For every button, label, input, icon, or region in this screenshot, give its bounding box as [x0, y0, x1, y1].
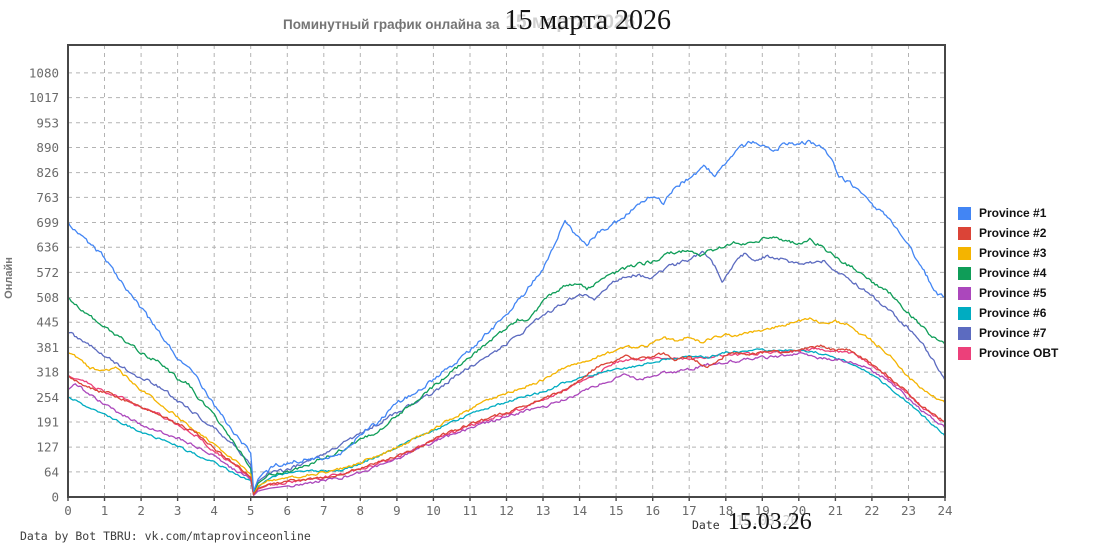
- legend-item-5: Province #5: [958, 283, 1058, 303]
- x-tick-label: 0: [64, 503, 72, 518]
- y-tick-label: 0: [51, 490, 59, 505]
- legend-item-3: Province #3: [958, 243, 1058, 263]
- footer-date-value-wrap: 15.03.26 15.03.26: [728, 509, 812, 536]
- series-line-4: [67, 236, 946, 495]
- y-tick-label: 953: [36, 115, 59, 130]
- legend-swatch-icon: [958, 206, 971, 220]
- x-tick-label: 15: [609, 503, 624, 518]
- x-tick-label: 2: [137, 503, 145, 518]
- footer-date-label: Date: [692, 518, 720, 532]
- legend-item-2: Province #2: [958, 223, 1058, 243]
- credit-text: Data by Bot TBRU: vk.com/mtaprovinceonli…: [20, 529, 311, 543]
- chart-title: Поминутный график онлайна за 15 марта 202…: [283, 5, 671, 37]
- legend-item-7: Province #7: [958, 323, 1058, 343]
- y-tick-label: 318: [36, 365, 59, 380]
- y-tick-label: 1017: [29, 90, 59, 105]
- x-tick-label: 7: [320, 503, 328, 518]
- legend-swatch-icon: [958, 306, 971, 320]
- x-tick-label: 6: [284, 503, 292, 518]
- series-line-1: [67, 139, 946, 492]
- x-tick-label: 11: [462, 503, 477, 518]
- footer-date-ghost: 15.03.26: [735, 514, 799, 529]
- y-axis-label: Онлайн: [3, 257, 15, 299]
- x-tick-label: 21: [828, 503, 843, 518]
- footer-date: Date 15.03.26 15.03.26: [692, 509, 812, 536]
- x-tick-label: 12: [499, 503, 514, 518]
- legend-label: Province #1: [979, 206, 1047, 220]
- y-tick-label: 64: [44, 464, 59, 479]
- x-tick-label: 24: [937, 503, 952, 518]
- x-tick-label: 22: [864, 503, 879, 518]
- legend-swatch-icon: [958, 226, 971, 240]
- x-tick-label: 20: [791, 503, 806, 518]
- legend-label: Province OBT: [979, 346, 1059, 360]
- legend-item-8: Province OBT: [958, 343, 1058, 363]
- legend-item-4: Province #4: [958, 263, 1058, 283]
- x-tick-label: 9: [393, 503, 401, 518]
- chart-title-ghost-text: 15 марта 2026: [505, 12, 636, 33]
- y-tick-label: 445: [36, 315, 59, 330]
- y-tick-label: 508: [36, 290, 59, 305]
- chart-legend: Province #1 Province #2 Province #3 Provinc…: [958, 203, 1058, 363]
- y-tick-label: 127: [36, 440, 59, 455]
- x-tick-label: 16: [645, 503, 660, 518]
- chart-title-prefix: Поминутный график онлайна за: [283, 17, 500, 32]
- legend-label: Province #4: [979, 266, 1047, 280]
- series-line-8: [67, 347, 946, 496]
- x-tick-label: 19: [755, 503, 770, 518]
- plot-frame: [67, 44, 946, 498]
- y-tick-label: 1080: [29, 65, 59, 80]
- x-tick-label: 3: [174, 503, 182, 518]
- y-tick-label: 763: [36, 190, 59, 205]
- x-tick-label: 4: [210, 503, 218, 518]
- chart-title-date: 15 марта 2026: [504, 5, 672, 36]
- series-line-7: [67, 250, 946, 494]
- y-tick-label: 890: [36, 140, 59, 155]
- legend-item-6: Province #6: [958, 303, 1058, 323]
- series-line-3: [67, 317, 946, 496]
- legend-label: Province #6: [979, 306, 1047, 320]
- y-tick-label: 572: [36, 265, 59, 280]
- x-tick-label: 13: [535, 503, 550, 518]
- series-line-5: [67, 351, 946, 497]
- x-tick-label: 10: [426, 503, 441, 518]
- x-tick-label: 17: [682, 503, 697, 518]
- x-tick-label: 18: [718, 503, 733, 518]
- legend-swatch-icon: [958, 246, 971, 260]
- chart-title-date-wrap: 15 марта 2026 15 марта 2026: [504, 5, 671, 37]
- legend-label: Province #7: [979, 326, 1047, 340]
- y-tick-label: 826: [36, 165, 59, 180]
- legend-label: Province #3: [979, 246, 1047, 260]
- series-line-2: [67, 344, 946, 496]
- y-tick-label: 381: [36, 340, 59, 355]
- y-tick-label: 191: [36, 415, 59, 430]
- legend-swatch-icon: [958, 286, 971, 300]
- legend-item-1: Province #1: [958, 203, 1058, 223]
- y-tick-label: 254: [36, 390, 59, 405]
- legend-label: Province #2: [979, 226, 1047, 240]
- legend-swatch-icon: [958, 266, 971, 280]
- x-tick-label: 5: [247, 503, 255, 518]
- legend-label: Province #5: [979, 286, 1047, 300]
- x-tick-label: 14: [572, 503, 587, 518]
- legend-swatch-icon: [958, 326, 971, 340]
- footer-date-value: 15.03.26: [727, 509, 812, 535]
- legend-swatch-icon: [958, 346, 971, 360]
- x-tick-label: 23: [901, 503, 916, 518]
- y-tick-label: 699: [36, 215, 59, 230]
- y-tick-label: 636: [36, 240, 59, 255]
- x-tick-label: 8: [357, 503, 365, 518]
- x-tick-label: 1: [101, 503, 109, 518]
